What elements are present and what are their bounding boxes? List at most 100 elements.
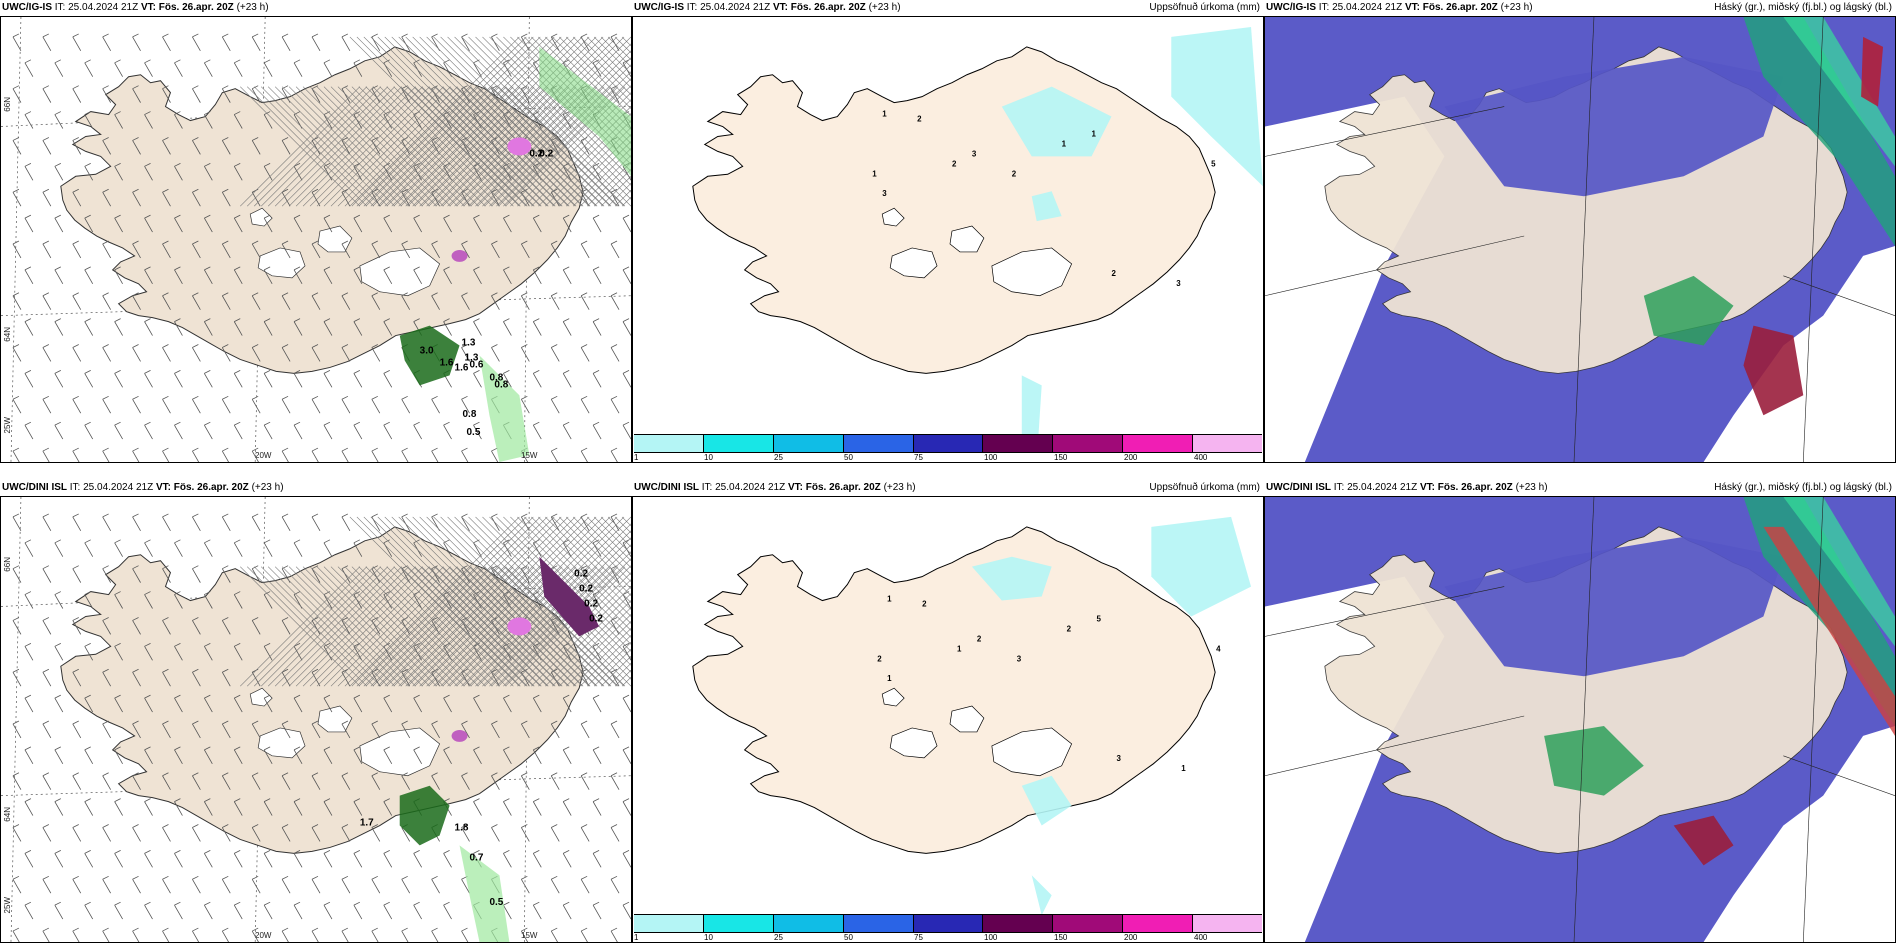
wind-barb <box>550 824 560 842</box>
wind-barb <box>491 344 500 362</box>
colorbar-label: 400 <box>1194 933 1208 942</box>
init-time: IT: 25.04.2024 21Z <box>54 2 139 13</box>
wind-barb <box>622 214 631 233</box>
map-frame: 1.7 0.7 0.5 1.8 0.2 0.2 0.2 0.2 20W 15W 66N 64N… <box>0 496 632 943</box>
colorbar-label: 100 <box>984 453 998 462</box>
init-time: IT: 25.04.2024 21Z <box>1318 2 1403 13</box>
wind-barb <box>281 395 291 414</box>
wind-barb <box>132 720 141 739</box>
wind-barb <box>413 694 423 713</box>
wind-barb <box>42 772 52 790</box>
wind-barb <box>431 720 440 739</box>
glacier-1 <box>317 225 353 253</box>
wind-barb <box>204 318 213 336</box>
wind-barb <box>293 162 303 181</box>
wind-barb <box>72 188 82 207</box>
valid-time: VT: Fös. 26.apr. 20Z <box>1419 482 1513 493</box>
wind-barb <box>192 292 201 310</box>
wind-barb <box>174 901 183 920</box>
glacier-0 <box>889 727 938 759</box>
wind-barb <box>281 720 291 739</box>
panel-precip-bottom: UWC/DINI ISL IT: 25.04.2024 21Z VT: Fös.… <box>632 480 1264 943</box>
colorbar-label: 150 <box>1054 933 1068 942</box>
wind-barb <box>204 214 213 233</box>
wind-barb <box>144 694 153 713</box>
wind-barb <box>54 694 64 713</box>
wind-barb <box>24 111 34 129</box>
wind-barb <box>461 927 469 942</box>
wind-barb <box>353 642 363 661</box>
wind-barb <box>12 772 22 790</box>
lon-label-25w: 25W <box>3 417 12 434</box>
wind-barb <box>580 513 590 532</box>
wind-barb <box>114 214 123 233</box>
wind-barb <box>562 214 572 233</box>
wind-barb <box>311 875 321 894</box>
wind-barb <box>42 33 52 52</box>
model-name: UWC/DINI ISL <box>2 482 67 493</box>
glacier-3 <box>881 687 905 707</box>
wind-barb <box>383 798 393 816</box>
wind-barb <box>323 591 333 609</box>
wind-barb <box>84 694 94 713</box>
wind-barb <box>341 85 351 103</box>
wind-barb <box>221 240 231 259</box>
wind-barb <box>192 188 201 207</box>
precip-value-label: 3 <box>1176 279 1181 288</box>
region-line-0 <box>1265 586 1505 637</box>
panel-wind-bottom: UWC/DINI ISL IT: 25.04.2024 21Z VT: Fös.… <box>0 480 632 943</box>
wind-barb <box>24 694 34 713</box>
panel-header: UWC/IG-IS IT: 25.04.2024 21Z VT: Fös. 26… <box>2 2 628 16</box>
wind-barb <box>311 240 321 259</box>
wind-barb <box>174 798 183 816</box>
lead-time: (+23 h) <box>1500 2 1533 13</box>
wind-barb <box>72 720 82 739</box>
colorbar-label: 1 <box>634 453 639 462</box>
wind-barb <box>413 746 423 764</box>
wind-barb <box>353 421 363 440</box>
wind-barb <box>204 266 213 284</box>
wind-barb <box>383 266 393 284</box>
wind-barb <box>114 591 123 609</box>
wind-barb <box>281 137 291 155</box>
init-time: IT: 25.04.2024 21Z <box>701 482 786 493</box>
wind-barb <box>114 746 123 764</box>
wind-barb <box>251 395 261 414</box>
wind-barb <box>401 772 411 790</box>
wind-barb <box>144 162 153 181</box>
wind-barb <box>341 513 351 532</box>
wind-barb <box>521 720 530 739</box>
wind-barb <box>42 137 52 155</box>
wind-barb <box>263 162 273 181</box>
wind-barb <box>204 421 213 440</box>
wind-barb <box>192 824 201 842</box>
colorbar-swatch <box>1053 435 1124 452</box>
wind-barb <box>281 447 289 462</box>
wind-barb <box>162 720 171 739</box>
wind-value-label: 0.2 <box>584 599 598 610</box>
wind-barb <box>503 850 512 868</box>
wind-barb <box>42 720 52 739</box>
wind-barb <box>221 33 231 52</box>
wind-barb <box>102 292 111 310</box>
wind-barb <box>102 395 111 414</box>
wind-barb <box>610 565 620 583</box>
wind-barb <box>42 447 50 462</box>
wind-barb <box>12 875 22 894</box>
wind-barb <box>233 370 243 388</box>
wind-barb <box>281 344 291 362</box>
wind-barb <box>132 927 140 942</box>
init-time: IT: 25.04.2024 21Z <box>69 482 154 493</box>
panel-header: UWC/IG-IS IT: 25.04.2024 21Z VT: Fös. 26… <box>1266 2 1892 16</box>
wind-barb <box>54 901 64 920</box>
wind-barb <box>461 513 470 532</box>
wind-barb <box>443 746 452 764</box>
wind-value-label: 0.8 <box>494 379 508 390</box>
wind-barb <box>162 447 170 462</box>
lat-label-66n: 66N <box>3 97 12 112</box>
wind-barb <box>592 266 602 284</box>
wind-barb <box>251 668 261 687</box>
glacier-2 <box>359 247 441 297</box>
colorbar-label: 50 <box>844 933 853 942</box>
wind-barb <box>72 824 82 842</box>
